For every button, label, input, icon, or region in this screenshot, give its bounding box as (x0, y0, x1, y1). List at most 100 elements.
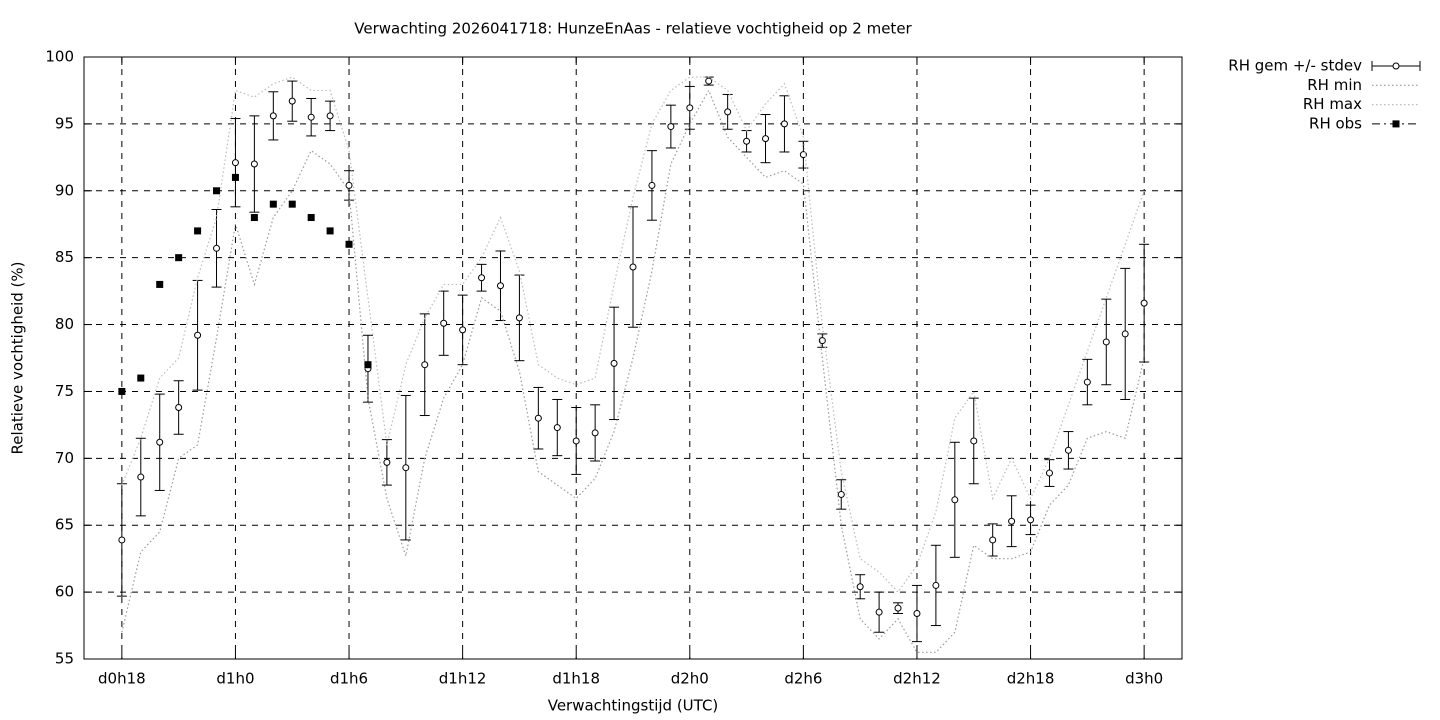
y-tick-label: 95 (55, 114, 74, 132)
mean-point (667, 123, 675, 131)
mean-point (572, 437, 580, 445)
obs-point (269, 200, 277, 208)
mean-point (724, 108, 732, 116)
mean-point (496, 282, 504, 290)
x-tick-label: d1h18 (552, 670, 600, 688)
mean-point (989, 536, 997, 544)
mean-point (156, 438, 164, 446)
mean-point (875, 608, 883, 616)
x-axis-label: Verwachtingstijd (UTC) (548, 697, 719, 715)
mean-point (478, 274, 486, 282)
mean-point (402, 464, 410, 472)
mean-point (269, 112, 277, 120)
mean-point (440, 319, 448, 327)
legend-label: RH min (1307, 76, 1362, 94)
mean-point (137, 473, 145, 481)
mean-point (856, 583, 864, 591)
mean-point (515, 314, 523, 322)
x-tick-label: d2h0 (671, 670, 709, 688)
mean-point (1083, 378, 1091, 386)
y-tick-label: 85 (55, 248, 74, 266)
x-tick-label: d1h0 (216, 670, 254, 688)
legend-label: RH max (1303, 95, 1362, 113)
obs-point (231, 173, 239, 181)
mean-point (951, 496, 959, 504)
mean-point (894, 604, 902, 612)
obs-point (364, 361, 372, 369)
mean-point (818, 337, 826, 345)
mean-point (743, 137, 751, 145)
x-tick-label: d2h12 (893, 670, 941, 688)
chart-title: Verwachting 2026041718: HunzeEnAas - rel… (354, 20, 912, 38)
mean-point (213, 244, 221, 252)
mean-point (913, 610, 921, 618)
obs-point (307, 214, 315, 222)
obs-point (137, 374, 145, 382)
mean-point (326, 112, 334, 120)
mean-point (629, 263, 637, 271)
mean-point (175, 403, 183, 411)
y-tick-label: 100 (45, 48, 74, 66)
mean-point (1140, 299, 1148, 307)
y-tick-label: 90 (55, 181, 74, 199)
mean-point (1045, 469, 1053, 477)
obs-point (194, 227, 202, 235)
mean-point (780, 120, 788, 128)
y-tick-label: 65 (55, 516, 74, 534)
x-tick-label: d3h0 (1125, 670, 1163, 688)
mean-point (1102, 338, 1110, 346)
obs-point (250, 214, 258, 222)
mean-point (553, 424, 561, 432)
range-line (121, 76, 1145, 594)
legend-sample (1392, 62, 1400, 70)
x-tick-label: d0h18 (98, 670, 146, 688)
mean-point (1008, 517, 1016, 525)
mean-point (194, 331, 202, 339)
mean-point (288, 97, 296, 105)
mean-point (345, 181, 353, 189)
mean-point (686, 104, 694, 112)
mean-point (591, 429, 599, 437)
x-tick-label: d2h6 (784, 670, 822, 688)
legend-sample (1392, 120, 1400, 128)
mean-point (648, 181, 656, 189)
y-axis-label: Relatieve vochtigheid (%) (9, 261, 27, 454)
obs-point (175, 254, 183, 262)
range-line (121, 89, 1145, 653)
y-tick-label: 70 (55, 449, 74, 467)
x-tick-label: d1h6 (330, 670, 368, 688)
obs-point (288, 200, 296, 208)
mean-point (1064, 446, 1072, 454)
mean-point (383, 458, 391, 466)
legend-label: RH obs (1309, 114, 1362, 132)
mean-point (970, 437, 978, 445)
obs-point (156, 280, 164, 288)
y-tick-label: 55 (55, 650, 74, 668)
mean-point (459, 326, 467, 334)
obs-point (345, 240, 353, 248)
obs-point (213, 187, 221, 195)
legend-label: RH gem +/- stdev (1228, 57, 1362, 75)
mean-point (705, 77, 713, 85)
mean-point (610, 359, 618, 367)
mean-point (118, 536, 126, 544)
mean-point (250, 160, 258, 168)
mean-point (762, 135, 770, 143)
y-tick-label: 80 (55, 315, 74, 333)
mean-point (231, 159, 239, 167)
mean-point (534, 414, 542, 422)
mean-point (932, 581, 940, 589)
mean-point (1121, 330, 1129, 338)
obs-point (326, 227, 334, 235)
mean-point (837, 490, 845, 498)
obs-point (118, 387, 126, 395)
y-tick-label: 60 (55, 583, 74, 601)
plot-border (83, 56, 1183, 660)
mean-point (307, 113, 315, 121)
mean-point (1027, 516, 1035, 524)
x-tick-label: d2h18 (1007, 670, 1055, 688)
x-tick-label: d1h12 (439, 670, 487, 688)
